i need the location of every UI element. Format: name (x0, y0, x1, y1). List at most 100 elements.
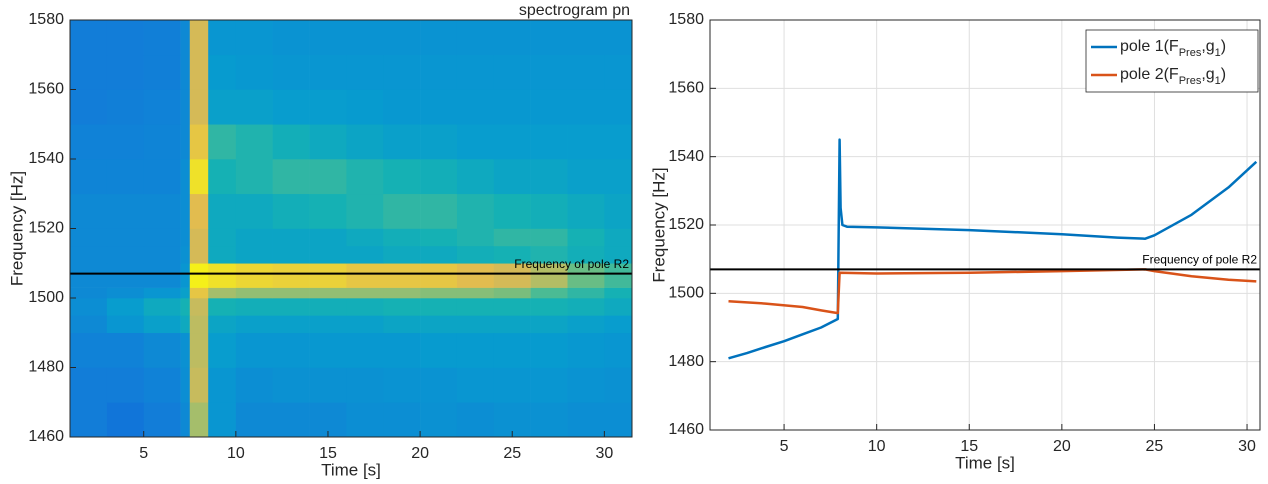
y-axis-label: Frequency [Hz] (7, 171, 26, 286)
panel: Frequency of pole R25 10 15 20 25 30146014801… (649, 11, 1261, 472)
heatmap-cell (70, 124, 108, 160)
heatmap-cell (180, 159, 191, 195)
heatmap-cell (456, 159, 495, 195)
heatmap-cell (567, 193, 605, 229)
heatmap-cell (272, 298, 310, 316)
heatmap-cell (309, 228, 347, 247)
heatmap-cell (567, 315, 605, 334)
heatmap-cell (272, 367, 310, 403)
heatmap-cell (346, 287, 384, 299)
heatmap-cell (383, 20, 421, 56)
heatmap-cell (456, 315, 495, 334)
heatmap-cell (493, 287, 531, 299)
heatmap-cell (493, 159, 531, 195)
heatmap-cell (189, 315, 209, 334)
heatmap-cell (189, 54, 209, 90)
heatmap-cell (180, 124, 191, 160)
heatmap-cell (189, 263, 209, 288)
heatmap-cell (383, 402, 421, 438)
x-tick-label: 25 (503, 445, 521, 462)
heatmap-cell (493, 228, 531, 247)
heatmap-cell (530, 298, 568, 316)
heatmap-cell (420, 402, 458, 438)
heatmap-cell (493, 245, 531, 264)
heatmap-cell (604, 124, 633, 160)
heatmap-cell (346, 263, 384, 288)
heatmap-cell (180, 367, 191, 403)
heatmap-cell (383, 228, 421, 247)
heatmap-cell (493, 367, 531, 403)
heatmap-cell (70, 228, 108, 247)
heatmap-cell (143, 54, 181, 90)
heatmap-cell (604, 54, 633, 90)
heatmap-cell (346, 245, 384, 264)
heatmap-cell (567, 54, 605, 90)
x-tick-label: 10 (868, 438, 886, 455)
heatmap-cell (106, 159, 145, 195)
heatmap-cell (383, 54, 421, 90)
heatmap-cell (180, 315, 191, 334)
heatmap-cell (530, 287, 568, 299)
heatmap-cell (567, 298, 605, 316)
heatmap-cell (272, 54, 310, 90)
y-tick-label: 1520 (28, 220, 64, 237)
heatmap-cell (456, 402, 495, 438)
heatmap-cell (180, 298, 191, 316)
heatmap-cell (189, 89, 209, 125)
heatmap-cell (530, 332, 568, 368)
heatmap-cell (106, 402, 145, 438)
heatmap-cell (208, 263, 237, 288)
line-series (728, 138, 1258, 360)
y-tick-label: 1560 (28, 81, 64, 98)
heatmap-cell (208, 124, 237, 160)
y-tick-label: 1500 (668, 285, 704, 302)
heatmap-cell (456, 54, 495, 90)
heatmap-cell (106, 315, 145, 334)
heatmap-cell (272, 245, 310, 264)
heatmap-cell (420, 263, 458, 288)
x-axis-label: Time [s] (321, 460, 381, 479)
heatmap-cell (235, 298, 273, 316)
heatmap-cell (180, 54, 191, 90)
heatmap-cell (420, 245, 458, 264)
y-tick-label: 1580 (668, 11, 704, 28)
heatmap-cell (420, 159, 458, 195)
heatmap-cell (530, 89, 568, 125)
heatmap-cell (346, 124, 384, 160)
x-tick-label: 20 (411, 445, 429, 462)
heatmap-cell (346, 20, 384, 56)
heatmap-cell (604, 20, 633, 56)
heatmap-cell (604, 159, 633, 195)
heatmap-cell (604, 287, 633, 299)
heatmap-cell (346, 315, 384, 334)
heatmap-cell (383, 298, 421, 316)
heatmap-cell (143, 332, 181, 368)
heatmap-cell (189, 367, 209, 403)
heatmap-cell (493, 332, 531, 368)
heatmap-cell (567, 159, 605, 195)
heatmap-cell (420, 54, 458, 90)
heatmap-cell (143, 402, 181, 438)
heatmap-cell (189, 287, 209, 299)
heatmap-cell (70, 159, 108, 195)
heatmap-cell (106, 54, 145, 90)
heatmap-cell (604, 89, 633, 125)
reference-label: Frequency of pole R2 (1142, 253, 1257, 267)
x-axis-label: Time [s] (955, 453, 1015, 472)
heatmap-cell (493, 298, 531, 316)
heatmap-cell (143, 287, 181, 299)
heatmap-cell (456, 89, 495, 125)
heatmap-cell (420, 20, 458, 56)
heatmap-cell (235, 124, 273, 160)
heatmap-cell (189, 228, 209, 247)
heatmap-cell (143, 228, 181, 247)
heatmap-cell (106, 193, 145, 229)
heatmap-cell (106, 263, 145, 288)
heatmap-cell (272, 315, 310, 334)
y-tick-label: 1480 (668, 353, 704, 370)
heatmap-cell (309, 245, 347, 264)
heatmap-cell (383, 124, 421, 160)
heatmap-cell (604, 228, 633, 247)
heatmap-cell (456, 20, 495, 56)
